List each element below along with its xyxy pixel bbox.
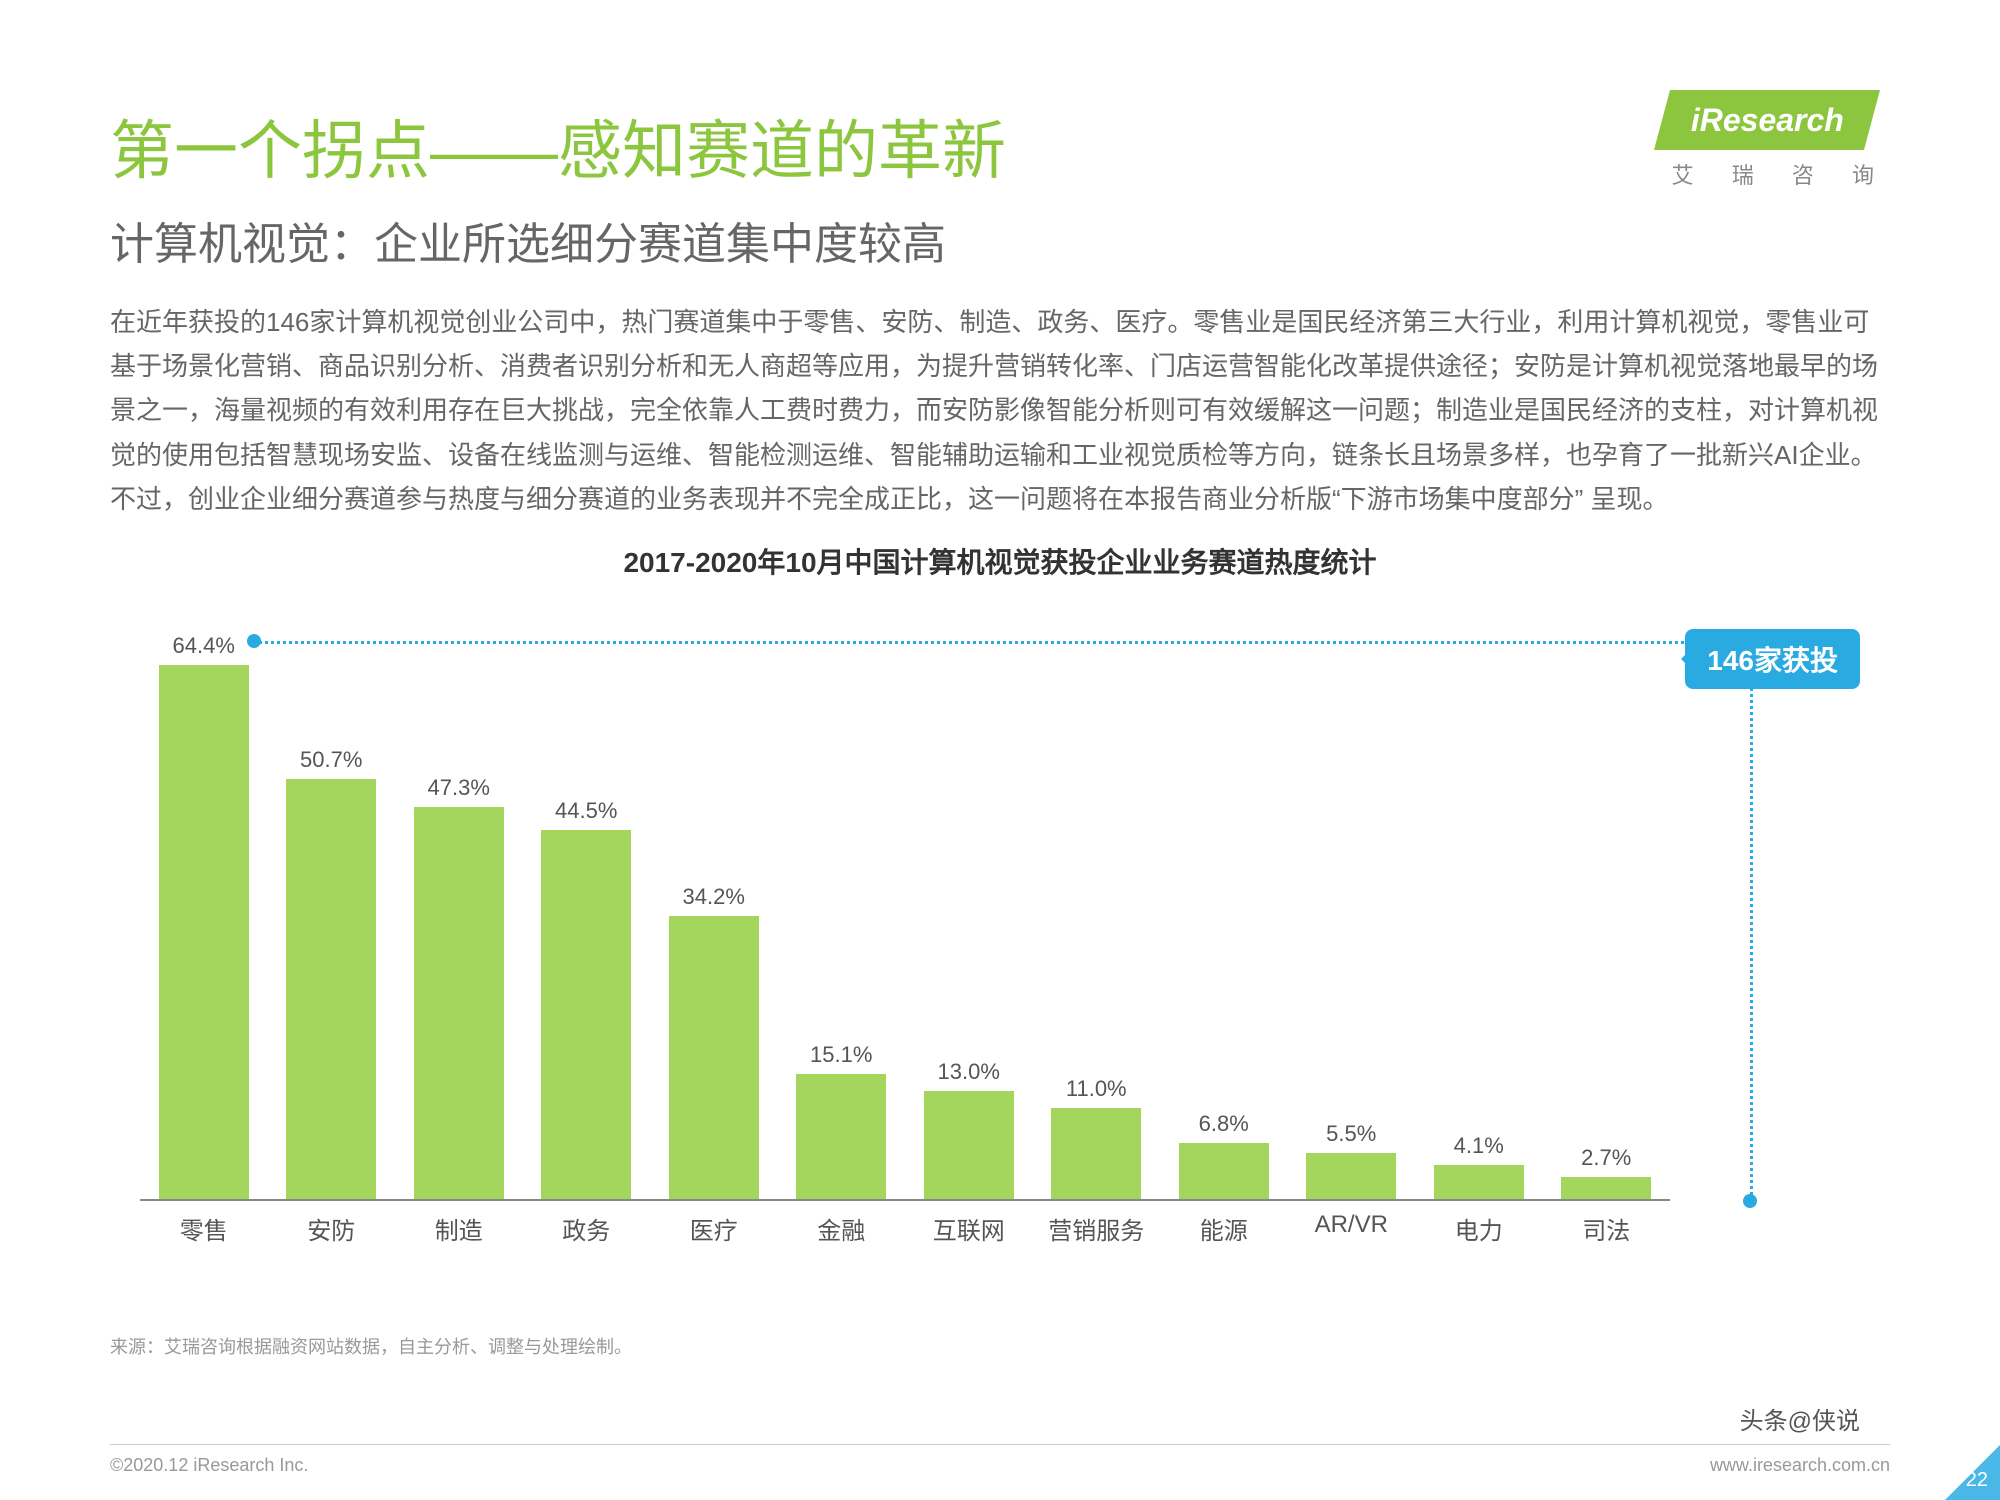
bar-value: 2.7% <box>1581 1145 1631 1171</box>
bar <box>1051 1108 1141 1199</box>
logo-shape: iResearch <box>1654 90 1880 150</box>
bar <box>1434 1165 1524 1199</box>
bar-group: 50.7%安防 <box>268 747 396 1199</box>
copyright: ©2020.12 iResearch Inc. <box>110 1455 308 1476</box>
bar-label: 安防 <box>307 1211 355 1246</box>
bar-label: 金融 <box>817 1211 865 1246</box>
bar <box>1561 1177 1651 1199</box>
logo-subtitle: 艾 瑞 咨 询 <box>1672 158 1890 190</box>
annotation-line-v <box>1750 641 1753 1201</box>
bar <box>924 1091 1014 1199</box>
bar-value: 13.0% <box>938 1059 1000 1085</box>
logo-brand: iResearch <box>1690 102 1843 139</box>
annotation-dot <box>1743 1194 1757 1208</box>
footer: ©2020.12 iResearch Inc. www.iresearch.co… <box>110 1444 1890 1476</box>
bar <box>1306 1153 1396 1199</box>
source-note: 来源：艾瑞咨询根据融资网站数据，自主分析、调整与处理绘制。 <box>110 1333 1890 1359</box>
bar-label: 电力 <box>1455 1211 1503 1246</box>
bar-label: 制造 <box>435 1211 483 1246</box>
bar-label: 互联网 <box>933 1211 1005 1246</box>
body-paragraph: 在近年获投的146家计算机视觉创业公司中，热门赛道集中于零售、安防、制造、政务、… <box>110 300 1890 521</box>
callout-badge: 146家获投 <box>1685 629 1860 689</box>
bar <box>1179 1143 1269 1199</box>
bar-group: 34.2%医疗 <box>650 884 778 1199</box>
bar-label: AR/VR <box>1315 1211 1388 1239</box>
bar-group: 64.4%零售 <box>140 633 268 1199</box>
bar-label: 医疗 <box>690 1211 738 1246</box>
bar <box>669 916 759 1199</box>
bar-group: 5.5%AR/VR <box>1288 1121 1416 1199</box>
bar-value: 50.7% <box>300 747 362 773</box>
bar-label: 营销服务 <box>1048 1211 1144 1246</box>
slide: iResearch 艾 瑞 咨 询 第一个拐点——感知赛道的革新 计算机视觉：企… <box>0 0 2000 1500</box>
page-title: 第一个拐点——感知赛道的革新 <box>110 100 1890 192</box>
bar-value: 4.1% <box>1454 1133 1504 1159</box>
bar-group: 44.5%政务 <box>523 798 651 1199</box>
bar-value: 5.5% <box>1326 1121 1376 1147</box>
bar-value: 11.0% <box>1066 1076 1127 1102</box>
bar-group: 15.1%金融 <box>778 1042 906 1199</box>
logo: iResearch 艾 瑞 咨 询 <box>1662 90 1890 190</box>
bar-value: 6.8% <box>1199 1111 1249 1137</box>
bar-group: 13.0%互联网 <box>905 1059 1033 1199</box>
bar-label: 司法 <box>1582 1211 1630 1246</box>
bar-value: 64.4% <box>173 633 235 659</box>
chart-title: 2017-2020年10月中国计算机视觉获投企业业务赛道热度统计 <box>110 541 1890 581</box>
watermark: 头条@侠说 <box>1740 1401 1860 1436</box>
bar-value: 47.3% <box>428 775 490 801</box>
bar <box>414 807 504 1199</box>
bar-label: 政务 <box>562 1211 610 1246</box>
bar-value: 15.1% <box>810 1042 872 1068</box>
bar-group: 2.7%司法 <box>1543 1145 1671 1199</box>
bars-container: 64.4%零售50.7%安防47.3%制造44.5%政务34.2%医疗15.1%… <box>140 621 1670 1201</box>
bar-group: 47.3%制造 <box>395 775 523 1199</box>
bar-value: 34.2% <box>683 884 745 910</box>
bar <box>286 779 376 1199</box>
page-number: 22 <box>1966 1469 1988 1492</box>
bar-label: 零售 <box>180 1211 228 1246</box>
bar-group: 11.0%营销服务 <box>1033 1076 1161 1199</box>
bar-group: 6.8%能源 <box>1160 1111 1288 1199</box>
bar <box>159 665 249 1199</box>
bar <box>541 830 631 1199</box>
bar-chart: 146家获投 64.4%零售50.7%安防47.3%制造44.5%政务34.2%… <box>110 621 1890 1261</box>
page-subtitle: 计算机视觉：企业所选细分赛道集中度较高 <box>110 208 1890 272</box>
bar-group: 4.1%电力 <box>1415 1133 1543 1199</box>
footer-url: www.iresearch.com.cn <box>1710 1455 1890 1476</box>
bar <box>796 1074 886 1199</box>
bar-label: 能源 <box>1200 1211 1248 1246</box>
bar-value: 44.5% <box>555 798 617 824</box>
